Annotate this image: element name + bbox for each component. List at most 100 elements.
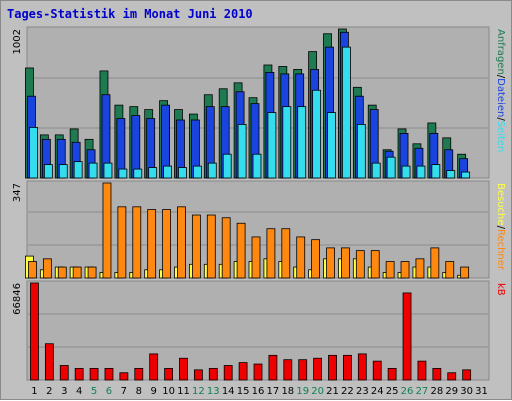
bar-seiten-day-21 [327,112,336,179]
legend-item-besuche: Besuche [495,183,506,226]
legend-item-kb: kB [495,283,506,296]
legend: Anfragen/Dateien/Seiten [495,29,506,152]
bar-rechner-day-11 [177,206,186,279]
x-tick-label: 24 [371,386,384,397]
bar-rechner-day-27 [415,258,425,279]
bar-rechner-day-29 [445,261,455,279]
legend-item-dateien: Dateien [495,78,506,117]
x-tick-label: 15 [237,386,250,397]
bar-kb-day-7 [119,372,129,381]
bar-seiten-day-20 [312,89,322,179]
bar-rechner-day-28 [430,247,440,279]
x-tick-label: 10 [162,386,175,397]
legend-separator: / [495,75,506,79]
bar-kb-day-2 [44,343,54,381]
bar-kb-day-25 [387,367,397,381]
x-tick-label: 28 [430,386,443,397]
bar-seiten-day-16 [252,153,262,179]
bar-rechner-day-8 [132,206,142,279]
bar-kb-day-13 [208,367,218,381]
x-tick-label: 13 [207,386,220,397]
bar-kb-day-20 [313,357,323,381]
bar-seiten-day-13 [207,162,217,179]
bar-rechner-day-5 [87,266,97,279]
bar-seiten-day-29 [446,170,456,179]
legend-item-rechner: Rechner [495,229,506,271]
bar-dateien-day-8 [131,115,141,179]
bar-seiten-day-26 [401,165,411,179]
bar-seiten-day-14 [222,153,232,179]
bar-kb-day-29 [447,372,457,381]
bar-rechner-day-9 [147,209,157,279]
bar-kb-day-14 [223,365,233,381]
x-tick-label: 9 [150,386,156,397]
bar-rechner-day-12 [191,214,201,279]
y-axis-label: 347 [12,183,23,202]
bar-seiten-day-15 [237,124,247,179]
bar-rechner-day-25 [385,261,395,279]
bar-kb-day-6 [104,367,114,381]
bar-seiten-day-25 [386,156,396,179]
bar-rechner-day-21 [326,247,335,279]
bar-seiten-day-1 [29,127,38,179]
bar-seiten-day-4 [73,161,83,179]
x-tick-label: 29 [445,386,458,397]
bar-seiten-day-18 [282,106,292,179]
x-tick-label: 31 [475,386,488,397]
x-tick-label: 7 [121,386,127,397]
bar-seiten-day-30 [461,171,471,179]
bar-rechner-day-15 [236,222,246,279]
bar-rechner-day-2 [42,258,52,279]
bar-kb-day-15 [238,362,248,381]
bar-seiten-day-5 [88,162,98,179]
x-tick-label: 27 [416,386,429,397]
bar-kb-day-24 [372,360,382,381]
bar-rechner-day-17 [266,228,276,279]
x-tick-label: 1 [31,386,37,397]
x-tick-label: 25 [386,386,399,397]
x-tick-label: 18 [281,386,294,397]
x-tick-label: 23 [356,386,369,397]
bar-rechner-day-20 [311,239,321,279]
y-axis-label: 66846 [12,283,23,315]
x-tick-label: 22 [341,386,354,397]
bar-seiten-day-28 [431,164,441,179]
x-tick-label: 19 [296,386,309,397]
bar-seiten-day-9 [148,167,158,179]
chart-panel-3: 66846 kB [12,280,506,381]
legend-separator: / [495,226,506,230]
bar-kb-day-30 [462,369,472,381]
bar-rechner-day-24 [370,250,380,279]
bar-seiten-day-19 [297,106,307,179]
bar-rechner-day-13 [206,214,216,279]
bar-kb-day-19 [298,359,308,381]
bar-kb-day-11 [179,357,188,381]
bar-kb-day-3 [59,365,69,381]
bar-rechner-day-30 [460,266,470,279]
legend: kB [495,283,506,296]
bar-rechner-day-14 [221,217,231,279]
x-tick-label: 3 [61,386,67,397]
bar-kb-day-23 [357,353,367,381]
bar-kb-day-10 [164,367,173,381]
bar-rechner-day-10 [162,209,171,279]
bar-seiten-day-3 [58,164,68,179]
bar-kb-day-27 [417,360,427,381]
bar-seiten-day-10 [163,165,172,179]
bar-kb-day-28 [432,367,442,381]
bar-kb-day-4 [74,367,84,381]
bar-kb-day-18 [283,359,293,381]
bar-seiten-day-24 [371,162,381,179]
legend-item-anfragen: Anfragen [495,29,506,75]
bar-seiten-day-23 [356,124,366,179]
bar-rechner-day-22 [341,247,350,279]
x-tick-label: 4 [76,386,82,397]
x-tick-label: 26 [401,386,414,397]
legend-item-seiten: Seiten [495,121,506,153]
x-tick-label: 6 [106,386,112,397]
bar-kb-day-21 [328,354,337,381]
bar-seiten-day-8 [133,168,143,179]
bar-rechner-day-4 [72,266,82,279]
x-tick-label: 20 [311,386,324,397]
